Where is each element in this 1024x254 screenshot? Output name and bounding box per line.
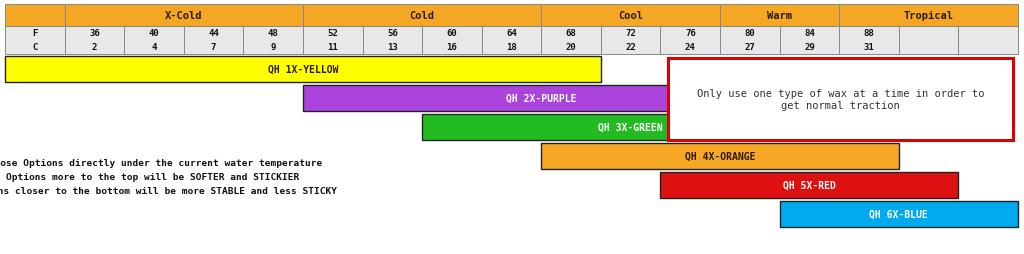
Text: 36: 36 [89, 29, 99, 38]
Bar [5, 27, 65, 55]
Text: 29: 29 [804, 43, 815, 52]
Bar [542, 144, 899, 169]
Bar [5, 5, 65, 27]
Bar [183, 27, 244, 55]
Text: 44: 44 [208, 29, 219, 38]
Text: Cold: Cold [410, 11, 434, 21]
Text: Warm: Warm [767, 11, 793, 21]
Bar [542, 27, 601, 55]
Bar [720, 27, 779, 55]
Text: C: C [32, 43, 38, 52]
Bar [601, 27, 660, 55]
Text: 40: 40 [148, 29, 160, 38]
Text: 56: 56 [387, 29, 397, 38]
Bar [669, 59, 1013, 140]
Text: QH 1X-YELLOW: QH 1X-YELLOW [267, 65, 338, 75]
Text: Options closer to the bottom will be more STABLE and less STICKY: Options closer to the bottom will be mor… [0, 186, 337, 195]
Text: QH 6X-BLUE: QH 6X-BLUE [869, 209, 928, 219]
Text: 20: 20 [565, 43, 577, 52]
Bar [542, 5, 720, 27]
Text: Tropical: Tropical [903, 11, 953, 21]
Bar [422, 27, 481, 55]
Text: 48: 48 [267, 29, 279, 38]
Bar [244, 27, 303, 55]
Bar [65, 27, 124, 55]
Text: 24: 24 [685, 43, 695, 52]
Text: 52: 52 [328, 29, 338, 38]
Text: QH 5X-RED: QH 5X-RED [783, 180, 836, 190]
Text: 22: 22 [626, 43, 636, 52]
Text: Only use one type of wax at a time in order to
get normal traction: Only use one type of wax at a time in or… [697, 89, 984, 110]
Text: 13: 13 [387, 43, 397, 52]
Text: 31: 31 [863, 43, 874, 52]
Bar [958, 27, 1018, 55]
Bar [303, 5, 542, 27]
Bar [362, 27, 422, 55]
Bar [660, 27, 720, 55]
Text: 88: 88 [863, 29, 874, 38]
Text: 64: 64 [506, 29, 517, 38]
Bar [124, 27, 183, 55]
Bar [660, 172, 958, 198]
Bar [303, 86, 779, 112]
Text: 2: 2 [92, 43, 97, 52]
Text: Choose Options directly under the current water temperature: Choose Options directly under the curren… [0, 158, 323, 167]
Bar [899, 27, 958, 55]
Text: F: F [32, 29, 38, 38]
Text: 9: 9 [270, 43, 275, 52]
Bar [779, 27, 840, 55]
Text: 18: 18 [506, 43, 517, 52]
Text: QH 4X-ORANGE: QH 4X-ORANGE [685, 151, 756, 161]
Text: 72: 72 [626, 29, 636, 38]
Text: 60: 60 [446, 29, 458, 38]
Text: QH 3X-GREEN: QH 3X-GREEN [598, 122, 663, 133]
Text: Options more to the top will be SOFTER and STICKIER: Options more to the top will be SOFTER a… [6, 172, 300, 181]
Bar [5, 57, 601, 83]
Bar [303, 27, 362, 55]
Bar [840, 5, 1018, 27]
Text: 76: 76 [685, 29, 695, 38]
Text: X-Cold: X-Cold [165, 11, 203, 21]
Text: 84: 84 [804, 29, 815, 38]
Text: 7: 7 [211, 43, 216, 52]
Text: 4: 4 [152, 43, 157, 52]
Bar [779, 201, 1018, 227]
Bar [840, 27, 899, 55]
Text: QH 2X-PURPLE: QH 2X-PURPLE [506, 94, 577, 104]
Bar [65, 5, 303, 27]
Bar [720, 5, 840, 27]
Bar [422, 115, 840, 140]
Text: 11: 11 [328, 43, 338, 52]
Text: 68: 68 [565, 29, 577, 38]
Text: Cool: Cool [618, 11, 643, 21]
Text: 27: 27 [744, 43, 756, 52]
Text: 80: 80 [744, 29, 756, 38]
Bar [481, 27, 542, 55]
Text: 16: 16 [446, 43, 458, 52]
